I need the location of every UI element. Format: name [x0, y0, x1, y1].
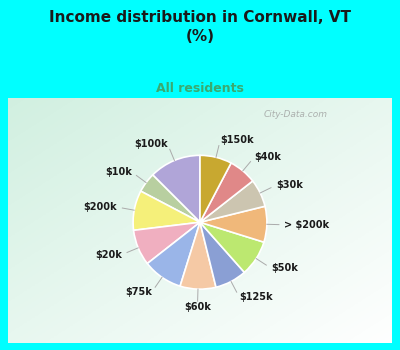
- Wedge shape: [200, 163, 253, 222]
- Text: $50k: $50k: [271, 263, 298, 273]
- Wedge shape: [147, 222, 200, 286]
- Wedge shape: [200, 181, 265, 222]
- Wedge shape: [200, 222, 264, 272]
- Wedge shape: [134, 222, 200, 264]
- Wedge shape: [200, 206, 267, 242]
- Text: $100k: $100k: [134, 139, 168, 149]
- Text: $200k: $200k: [84, 202, 117, 212]
- Text: $30k: $30k: [276, 180, 303, 190]
- Text: $150k: $150k: [220, 135, 254, 145]
- Text: $40k: $40k: [254, 153, 281, 162]
- Wedge shape: [180, 222, 216, 289]
- Wedge shape: [200, 155, 231, 222]
- Text: $10k: $10k: [105, 167, 132, 177]
- Text: $60k: $60k: [184, 301, 211, 312]
- Text: All residents: All residents: [156, 82, 244, 95]
- Wedge shape: [133, 191, 200, 230]
- Text: $20k: $20k: [95, 250, 122, 259]
- Text: $125k: $125k: [239, 292, 273, 302]
- Text: Income distribution in Cornwall, VT
(%): Income distribution in Cornwall, VT (%): [49, 10, 351, 44]
- Wedge shape: [141, 175, 200, 222]
- Text: $75k: $75k: [125, 287, 152, 297]
- Wedge shape: [200, 222, 244, 287]
- Text: > $200k: > $200k: [284, 220, 329, 230]
- Wedge shape: [153, 155, 200, 222]
- Text: City-Data.com: City-Data.com: [264, 110, 328, 119]
